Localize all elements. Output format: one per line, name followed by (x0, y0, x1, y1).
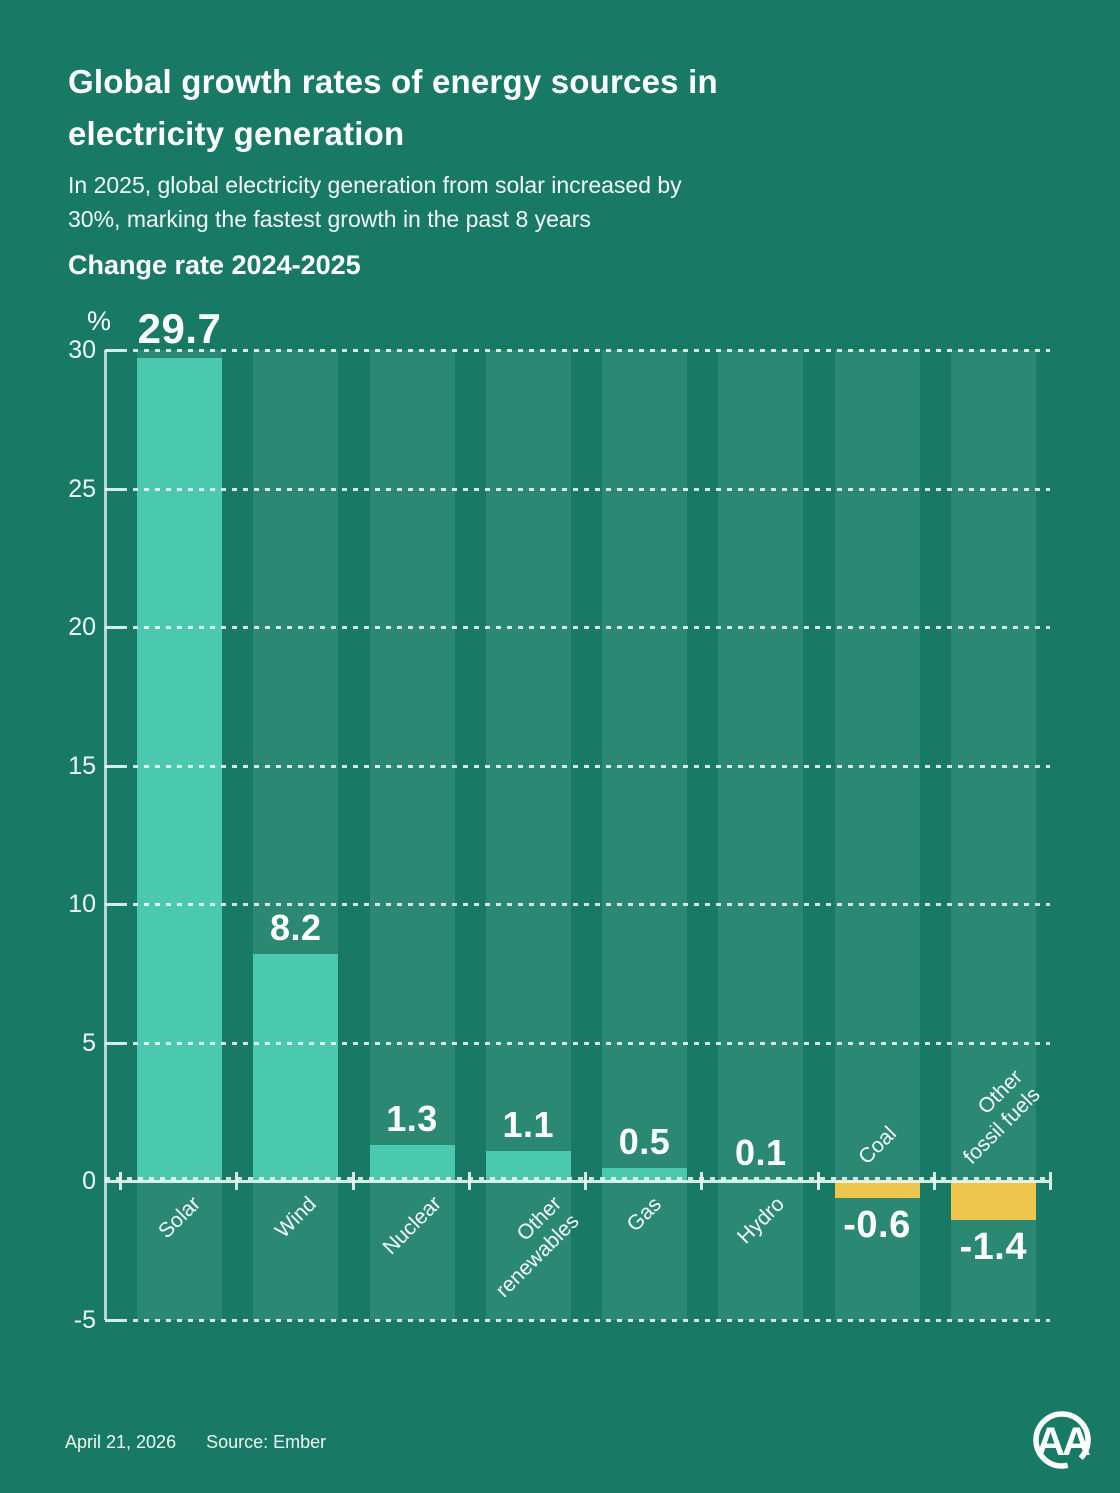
bar-coal (834, 1181, 920, 1199)
bar-other-fossil-fuels (950, 1181, 1036, 1221)
y-axis-line (104, 350, 107, 1320)
gridline-tick (105, 487, 122, 491)
page-title: Global growth rates of energy sources in… (68, 56, 718, 160)
y-tick-label: 20 (68, 613, 96, 642)
page-subtitle-line2: 30%, marking the fastest growth in the p… (68, 206, 591, 232)
gridline (122, 626, 1050, 630)
column-band (834, 350, 920, 1320)
bar-value-label: -1.4 (959, 1226, 1027, 1269)
page-subtitle-line1: In 2025, global electricity generation f… (68, 172, 682, 198)
page-title-line2: electricity generation (68, 115, 405, 152)
aa-logo: AA (1033, 1411, 1093, 1469)
bar-value-label: 29.7 (137, 305, 222, 353)
aa-logo-ring (1033, 1411, 1091, 1469)
y-tick-label: 15 (68, 751, 96, 780)
zero-axis-tick (351, 1172, 355, 1191)
column-band (718, 350, 804, 1320)
gridline-tick (105, 1319, 122, 1322)
page-subtitle: In 2025, global electricity generation f… (68, 168, 682, 236)
zero-axis-tick (584, 1172, 587, 1191)
gridline (122, 487, 1050, 491)
bar-value-label: 8.2 (269, 907, 322, 949)
page-title-line1: Global growth rates of energy sources in (68, 63, 718, 100)
column-band (602, 350, 687, 1320)
zero-axis-tick (700, 1172, 704, 1191)
y-tick-label: 25 (68, 474, 96, 503)
zero-axis-tick (1049, 1172, 1052, 1191)
y-tick-label: 10 (68, 890, 96, 919)
bar-other-renewables (485, 1150, 571, 1182)
y-tick-label: 0 (82, 1167, 96, 1196)
bar-value-label: 0.5 (618, 1120, 671, 1162)
gridline-tick (105, 349, 122, 352)
zero-axis-tick (119, 1172, 122, 1191)
gridline (122, 903, 1050, 907)
y-axis-unit: % (87, 306, 112, 336)
footer-date: April 21, 2026 (65, 1432, 177, 1452)
gridline-tick (105, 1041, 122, 1045)
bar-value-label: 1.3 (386, 1098, 438, 1140)
aa-logo-letters: AA (1036, 1420, 1090, 1464)
bar-solar (137, 358, 222, 1182)
zero-axis-tick (816, 1172, 820, 1191)
zero-axis-line (105, 1180, 1050, 1184)
y-tick-label: 5 (82, 1028, 96, 1057)
zero-axis-tick (932, 1172, 936, 1191)
column-band (950, 350, 1036, 1320)
footer-source: Source: Ember (206, 1432, 327, 1452)
bar-nuclear (369, 1145, 455, 1182)
gridline-tick (105, 764, 122, 768)
bar-wind (253, 954, 339, 1182)
y-tick-label: -5 (73, 1306, 96, 1334)
chart-section-label: Change rate 2024-2025 (68, 250, 361, 280)
bar-value-label: -0.6 (843, 1204, 911, 1247)
bar-value-label: 0.1 (734, 1131, 787, 1173)
gridline (122, 349, 1050, 352)
gridline (122, 1319, 1050, 1322)
zero-axis-tick (235, 1172, 239, 1191)
zero-gridline-dots (105, 1177, 1050, 1181)
gridline (122, 764, 1050, 768)
footer: April 21, 2026 Source: Ember (65, 1432, 326, 1453)
gridline (122, 1041, 1050, 1045)
gridline-tick (105, 903, 122, 907)
zero-axis-tick (467, 1172, 471, 1191)
gridline-tick (105, 626, 122, 630)
y-tick-label: 30 (68, 336, 96, 364)
bar-value-label: 1.1 (502, 1103, 555, 1145)
